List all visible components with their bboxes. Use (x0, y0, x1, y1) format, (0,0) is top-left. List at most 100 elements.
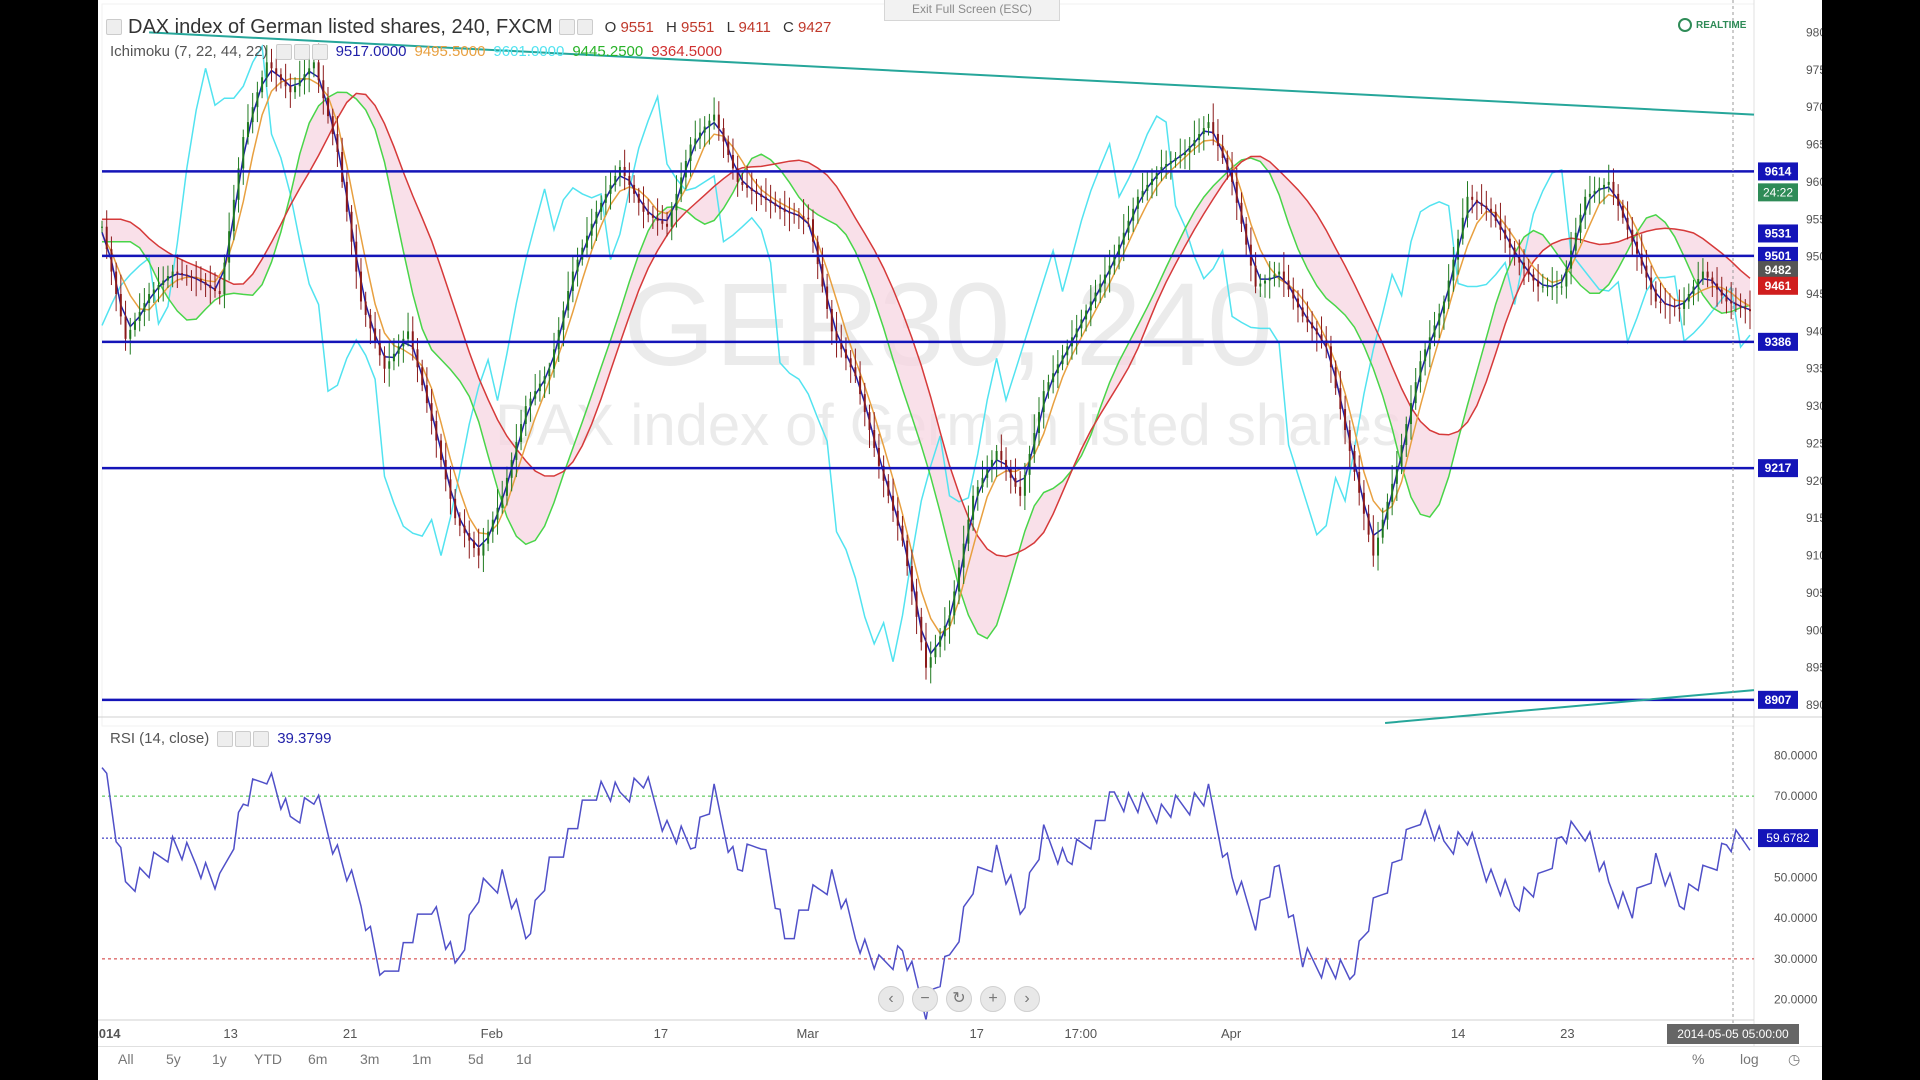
time-axis[interactable]: 20141321Feb17Mar1717:00Apr1423122014-05-… (98, 1019, 1799, 1044)
candle-body (1391, 483, 1394, 502)
rsi-tick-label: 70.0000 (1774, 789, 1818, 803)
close-icon[interactable] (311, 43, 328, 60)
realtime-label: REALTIME (1696, 19, 1747, 31)
timeframe-1m[interactable]: 1m (412, 1051, 432, 1067)
chart-canvas[interactable]: GER30, 240 DAX index of German listed sh… (98, 0, 1822, 1080)
candle-body (614, 175, 617, 185)
timeframe-all[interactable]: All (118, 1051, 134, 1067)
settings-icon[interactable] (558, 19, 575, 35)
candle-body (232, 199, 235, 232)
time-tick-label: 14 (1451, 1026, 1465, 1041)
trendlines[interactable] (149, 31, 1755, 724)
candle-body (1292, 289, 1295, 299)
candle-body (689, 144, 692, 161)
candle-body (171, 271, 174, 277)
candle-body (1541, 286, 1544, 288)
reset-button[interactable]: ↻ (946, 986, 972, 1012)
price-tick-label: 9250 (1806, 436, 1822, 450)
exit-fullscreen-button[interactable]: Exit Full Screen (ESC) (884, 0, 1060, 21)
candle-body (779, 205, 782, 209)
candle-body (218, 291, 221, 294)
symbol-title[interactable]: DAX index of German listed shares, 240, … (128, 15, 553, 38)
candle-body (731, 154, 734, 169)
rsi-tick-label: 30.0000 (1774, 952, 1818, 966)
rsi-legend[interactable]: RSI (14, close) 39.3799 (110, 730, 331, 747)
eye-icon[interactable] (217, 730, 234, 747)
price-tick-label: 9350 (1806, 362, 1822, 376)
log-scale-toggle[interactable]: log (1740, 1051, 1759, 1067)
ohlc-values: O 9551 H 9551 L 9411 C 9427 (605, 19, 840, 36)
candle-body (1146, 184, 1149, 191)
candle-body (138, 311, 141, 321)
upper-trendline (149, 31, 1755, 116)
scroll-right-button[interactable]: › (1014, 986, 1040, 1012)
countdown-label: 24:22 (1763, 185, 1793, 199)
candle-body (1749, 309, 1751, 312)
price-tick-label: 9400 (1806, 324, 1822, 338)
candle-body (1603, 184, 1606, 188)
candle-body (1047, 382, 1050, 392)
candle-body (1056, 364, 1059, 374)
rsi-tick-label: 50.0000 (1774, 871, 1818, 885)
price-label: 9501 (1765, 249, 1792, 263)
percent-scale-toggle[interactable]: % (1692, 1051, 1705, 1067)
candle-body (849, 358, 852, 368)
candle-body (520, 424, 523, 442)
candle-body (524, 406, 527, 425)
rsi-tick-label: 20.0000 (1774, 993, 1818, 1007)
candle-body (1094, 292, 1097, 302)
candle-body (143, 302, 146, 312)
candle-body (1428, 337, 1431, 350)
chart-navigation: ‹ − ↻ + › (878, 986, 1040, 1012)
high-label: H (666, 18, 677, 36)
price-axis[interactable]: 8900 8950 9000 9050 9100 9150 9200 9250 9300 9350… (1758, 25, 1822, 712)
candle-body (877, 447, 880, 466)
timeframe-6m[interactable]: 6m (308, 1051, 328, 1067)
candle-body (698, 132, 701, 139)
candle-body (1494, 211, 1497, 221)
timeframe-3m[interactable]: 3m (360, 1051, 380, 1067)
candle-body (1433, 325, 1436, 338)
candle-body (1683, 301, 1686, 309)
candle-body (1358, 471, 1361, 493)
timeframe-5d[interactable]: 5d (468, 1051, 484, 1067)
candle-body (256, 92, 259, 108)
candle-body (647, 211, 650, 215)
close-icon[interactable] (253, 730, 270, 747)
timeframe-ytd[interactable]: YTD (254, 1051, 282, 1067)
candle-body (388, 361, 391, 369)
settings-icon[interactable] (293, 43, 310, 60)
timeframe-1d[interactable]: 1d (516, 1051, 532, 1067)
ichimoku-legend[interactable]: Ichimoku (7, 22, 44, 22) 9517.0000 9495.… (110, 43, 722, 60)
symbol-menu-icon[interactable] (106, 19, 122, 35)
zoom-out-button[interactable]: − (912, 986, 938, 1012)
candle-body (557, 329, 560, 350)
timeframe-5y[interactable]: 5y (166, 1051, 181, 1067)
timeframe-1y[interactable]: 1y (212, 1051, 227, 1067)
candle-body (901, 525, 904, 541)
candle-body (633, 184, 636, 194)
candle-body (1480, 202, 1483, 206)
candle-body (1183, 152, 1186, 155)
candle-body (110, 249, 113, 272)
candle-body (1716, 283, 1719, 290)
candle-body (727, 141, 730, 155)
zoom-in-button[interactable]: + (980, 986, 1006, 1012)
candle-body (1447, 280, 1450, 302)
rsi-label[interactable]: RSI (14, close) (110, 730, 210, 747)
candle-body (1339, 388, 1342, 410)
candle-body (1118, 244, 1121, 257)
candle-body (199, 279, 202, 283)
candle-body (458, 518, 461, 526)
candle-body (764, 196, 767, 200)
clock-icon[interactable]: ◷ (1788, 1051, 1801, 1067)
candle-body (1668, 304, 1671, 306)
candle-body (1400, 444, 1403, 466)
horizontal-levels[interactable] (102, 170, 1754, 702)
scroll-left-button[interactable]: ‹ (878, 986, 904, 1012)
settings-icon[interactable] (235, 730, 252, 747)
hide-icon[interactable] (576, 19, 593, 35)
eye-icon[interactable] (275, 43, 292, 60)
candle-body (1264, 280, 1267, 284)
ichimoku-label[interactable]: Ichimoku (7, 22, 44, 22) (110, 43, 268, 60)
